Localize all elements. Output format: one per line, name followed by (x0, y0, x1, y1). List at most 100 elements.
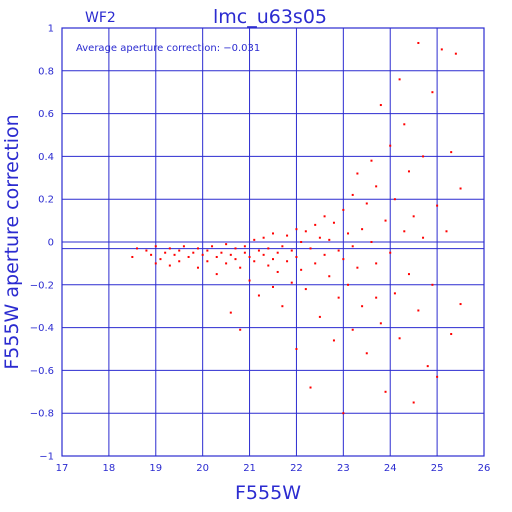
data-point (445, 230, 448, 233)
y-tick-labels: −1 −0.8 −0.6 −0.4 −0.2 0 0.2 0.4 0.6 0.8 1 (30, 24, 54, 463)
data-point (375, 185, 378, 188)
data-point (375, 296, 378, 299)
data-point (295, 228, 298, 231)
data-point (347, 232, 350, 235)
x-tick-label: 17 (56, 463, 69, 474)
data-point (248, 279, 251, 282)
data-point (389, 251, 392, 254)
data-point (215, 273, 218, 276)
data-point (309, 386, 312, 389)
data-point (206, 249, 209, 252)
data-point (262, 253, 265, 256)
data-point (398, 337, 401, 340)
data-point (154, 245, 157, 248)
data-point (417, 41, 420, 44)
data-point (431, 91, 434, 94)
x-tick-label: 19 (149, 463, 162, 474)
data-point (412, 215, 415, 218)
data-point (389, 144, 392, 147)
data-point (243, 251, 246, 254)
data-point (450, 333, 453, 336)
data-point (323, 215, 326, 218)
data-point (332, 339, 335, 342)
data-point (318, 315, 321, 318)
data-point (375, 262, 378, 265)
data-point (356, 266, 359, 269)
data-point (178, 249, 181, 252)
data-point (262, 236, 265, 239)
data-point (159, 258, 162, 261)
data-point (347, 283, 350, 286)
data-point (281, 245, 284, 248)
data-point (290, 281, 293, 284)
data-point (361, 228, 364, 231)
data-point (422, 236, 425, 239)
data-point (342, 412, 345, 415)
data-point (356, 172, 359, 175)
data-point (431, 283, 434, 286)
data-point (314, 262, 317, 265)
data-point (225, 243, 228, 246)
data-point (272, 285, 274, 288)
data-point (384, 390, 387, 393)
data-point (248, 255, 251, 258)
data-point (304, 288, 307, 291)
data-point (342, 208, 345, 211)
data-point (286, 260, 289, 263)
data-point (168, 264, 171, 267)
data-point (412, 401, 415, 404)
data-point (168, 247, 171, 250)
x-tick-label: 23 (337, 463, 350, 474)
data-point (215, 255, 218, 258)
data-point (318, 236, 321, 239)
data-point (187, 255, 190, 258)
x-tick-label: 24 (384, 463, 397, 474)
x-axis-label: F555W (235, 482, 301, 504)
data-point (379, 322, 382, 325)
y-tick-label: −0.6 (30, 366, 54, 377)
data-point (351, 328, 354, 331)
y-tick-label: 1 (48, 24, 54, 35)
y-tick-label: −0.2 (30, 280, 54, 291)
data-point (328, 238, 331, 241)
data-point (407, 170, 410, 173)
y-axis-label: F555W aperture correction (1, 114, 23, 369)
data-point (351, 245, 354, 248)
data-point (211, 245, 214, 248)
x-tick-label: 22 (290, 463, 303, 474)
data-point (436, 204, 439, 207)
data-point (365, 352, 368, 355)
data-point (257, 249, 260, 252)
data-point (253, 260, 256, 263)
data-point (304, 230, 307, 233)
data-point (281, 305, 284, 308)
data-point (239, 328, 242, 331)
data-point (426, 365, 429, 368)
data-point (229, 253, 232, 256)
x-tick-label: 18 (103, 463, 116, 474)
data-point (342, 258, 345, 261)
data-point (196, 247, 199, 250)
data-point (145, 249, 148, 252)
data-point (276, 251, 279, 254)
data-point (361, 305, 364, 308)
data-point (314, 223, 317, 226)
x-tick-labels: 17 18 19 20 21 22 23 24 25 26 (56, 463, 491, 474)
data-point (403, 123, 406, 126)
data-point (267, 247, 270, 250)
chart-title: lmc_u63s05 (213, 6, 327, 28)
data-point (201, 253, 204, 256)
y-tick-label: 0.2 (38, 195, 54, 206)
data-point (257, 294, 260, 297)
data-point (393, 198, 396, 201)
data-point (384, 219, 387, 222)
data-point (450, 151, 453, 154)
data-point (272, 258, 274, 261)
x-tick-label: 21 (243, 463, 256, 474)
x-tick-label: 26 (478, 463, 491, 474)
y-tick-label: −0.8 (30, 409, 54, 420)
data-point (365, 202, 368, 205)
data-point (182, 245, 185, 248)
y-tick-label: −0.4 (30, 323, 54, 334)
